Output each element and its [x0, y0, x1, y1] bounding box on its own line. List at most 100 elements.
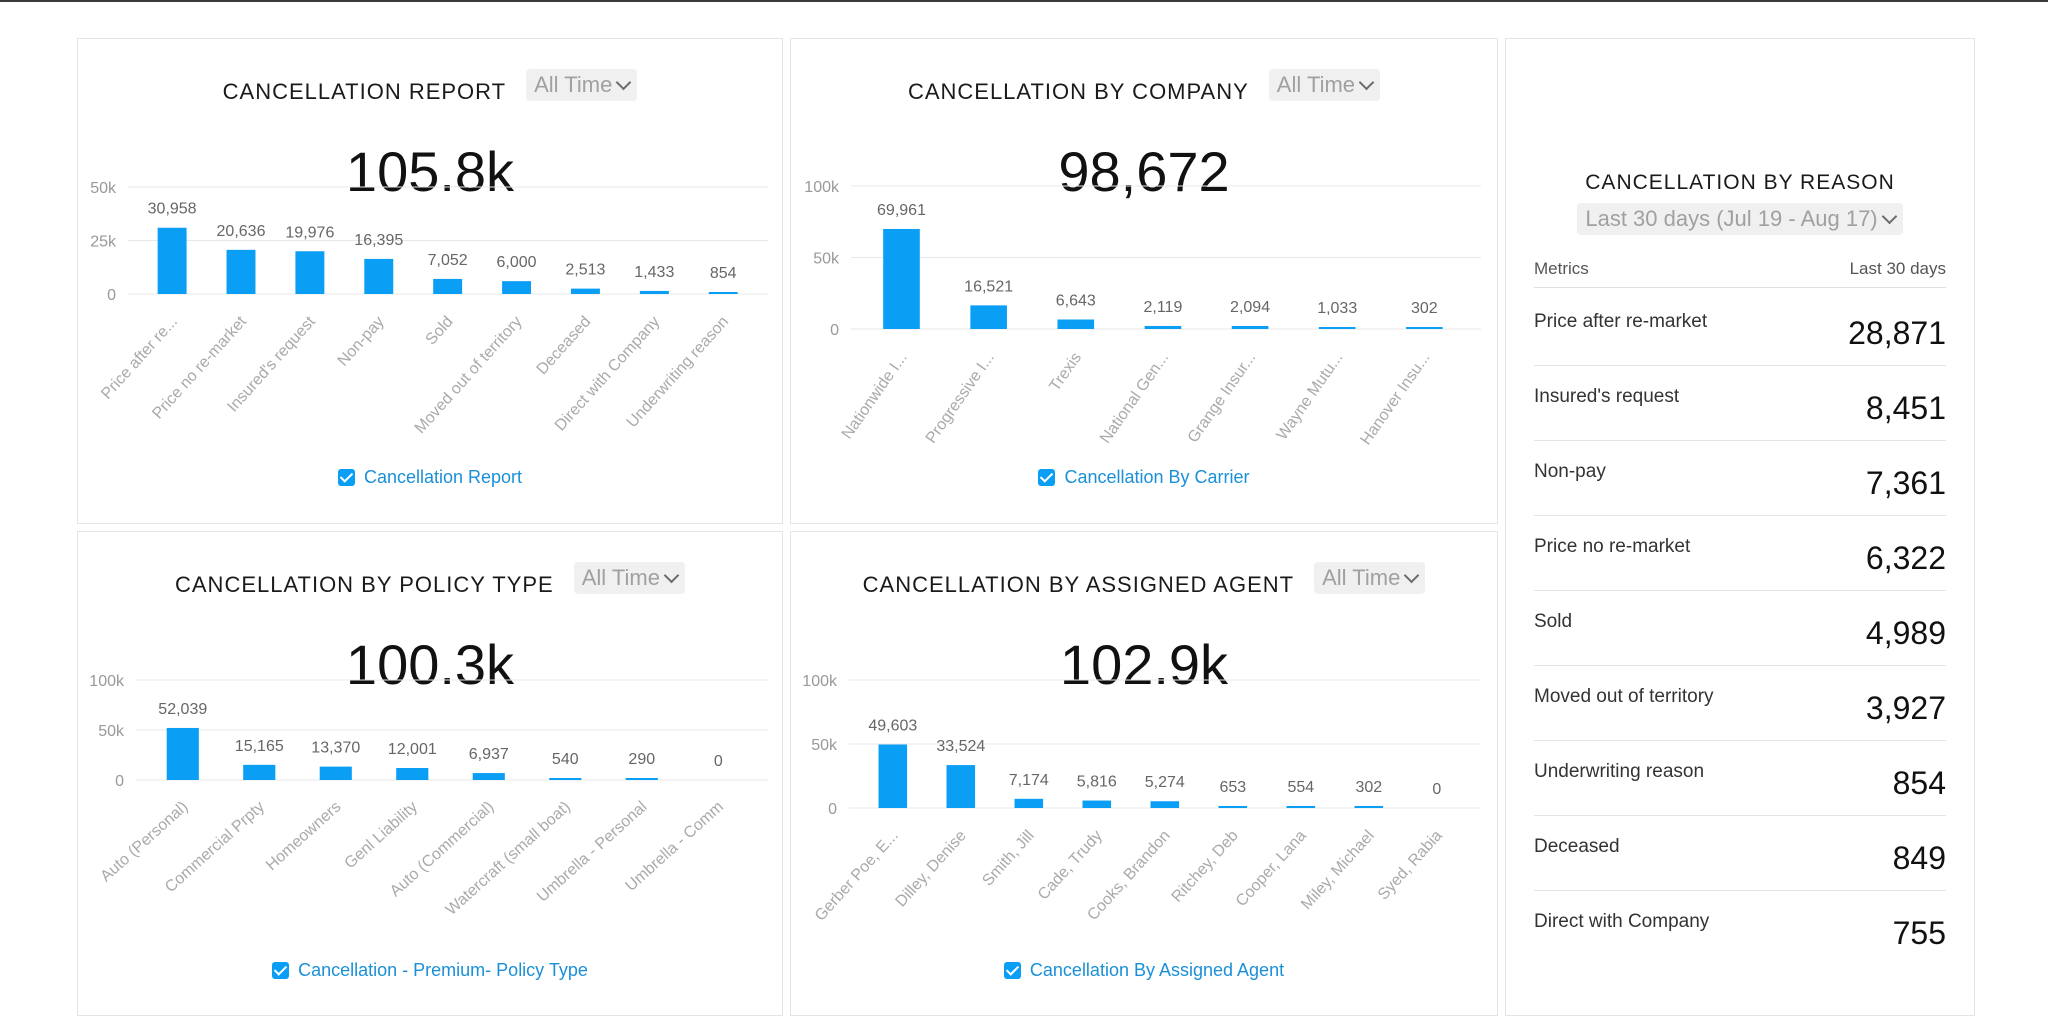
column-header-period: Last 30 days [1849, 259, 1946, 278]
dropdown-label: Last 30 days (Jul 19 - Aug 17) [1585, 206, 1878, 231]
bar [878, 744, 908, 808]
table-header: Metrics Last 30 days [1534, 259, 1946, 288]
y-tick-label: 0 [107, 287, 116, 304]
time-range-dropdown[interactable]: All Time [526, 69, 638, 101]
bar [883, 228, 920, 329]
data-label: 6,000 [497, 254, 537, 271]
data-label: 69,961 [877, 202, 926, 219]
data-label: 540 [552, 751, 579, 768]
x-tick-label: Watercraft (small boat) [443, 798, 574, 919]
metric-value: 3,927 [1865, 690, 1946, 726]
kpi-total: 102.9k [1059, 633, 1229, 696]
data-label: 554 [1287, 779, 1314, 796]
data-label: 2,094 [1230, 299, 1270, 316]
x-tick-label: Wayne Mutu... [1274, 350, 1347, 444]
bar [1057, 319, 1095, 329]
y-tick-label: 0 [828, 801, 837, 818]
table-row: Price after re-market 28,871 [1534, 291, 1946, 366]
dropdown-label: All Time [1276, 72, 1356, 97]
bar [549, 778, 582, 780]
data-label: 5,274 [1145, 774, 1185, 791]
bar [502, 281, 532, 294]
bar [970, 305, 1007, 329]
x-tick-label: Trexis [1046, 350, 1085, 395]
legend-checkbox[interactable] [337, 469, 355, 486]
y-tick-label: 100k [89, 673, 125, 690]
data-label: 2,119 [1143, 299, 1182, 316]
bar [472, 773, 505, 780]
data-label: 302 [1411, 300, 1438, 317]
bar [1318, 327, 1356, 329]
y-tick-label: 100k [804, 179, 840, 196]
y-tick-label: 50k [811, 737, 838, 754]
bar [1406, 327, 1443, 329]
chart-legend[interactable]: Cancellation By Assigned Agent [791, 960, 1497, 981]
bar [295, 251, 325, 294]
cancellation-report-panel: CANCELLATION REPORT All Time 105.8k 50k 2… [77, 38, 783, 524]
data-label: 33,524 [936, 738, 985, 755]
date-range-dropdown[interactable]: Last 30 days (Jul 19 - Aug 17) [1577, 203, 1903, 235]
data-label: 15,165 [235, 738, 284, 755]
data-label: 49,603 [868, 718, 917, 735]
cancellation-by-policy-type-panel: CANCELLATION BY POLICY TYPE All Time 100… [77, 531, 783, 1016]
dropdown-label: All Time [534, 72, 613, 97]
panel-header: CANCELLATION BY COMPANY All Time [791, 65, 1497, 105]
kpi-total: 105.8k [345, 140, 515, 203]
cancellation-by-company-panel: CANCELLATION BY COMPANY All Time 98,672 … [790, 38, 1498, 524]
data-label: 854 [710, 265, 737, 282]
metric-value: 6,322 [1865, 540, 1946, 576]
bar-chart: 100k 50k 0 69,961 Nationwide I... 16,521 Progr… [804, 179, 1481, 448]
x-tick-label: Cade, Trudy [1035, 827, 1106, 903]
legend-checkbox[interactable] [272, 962, 290, 979]
time-range-dropdown[interactable]: All Time [573, 562, 685, 594]
metric-label: Non-pay [1534, 461, 1606, 482]
data-label: 653 [1219, 779, 1246, 796]
legend-checkbox[interactable] [1003, 962, 1021, 979]
time-range-dropdown[interactable]: All Time [1268, 69, 1381, 101]
data-label: 16,395 [354, 232, 403, 249]
time-range-dropdown[interactable]: All Time [1314, 562, 1426, 594]
legend-label: Cancellation - Premium- Policy Type [298, 960, 588, 980]
bar [396, 767, 429, 780]
table-row: Deceased 849 [1534, 816, 1946, 891]
bar-chart: 100k 50k 0 49,603 Gerber Poe, E... 33,524 Dill… [802, 673, 1481, 925]
bar [1014, 798, 1044, 808]
metrics-table: Price after re-market 28,871 Insured's re… [1534, 291, 1946, 966]
dropdown-row: Last 30 days (Jul 19 - Aug 17) [1506, 203, 1974, 235]
data-label: 0 [714, 753, 723, 770]
legend-label: Cancellation By Carrier [1064, 467, 1250, 487]
table-row: Direct with Company 755 [1534, 891, 1946, 966]
bar [1286, 806, 1316, 808]
dropdown-label: All Time [1322, 565, 1401, 590]
chart-legend[interactable]: Cancellation Report [78, 467, 782, 488]
data-label: 13,370 [311, 740, 360, 757]
table-row: Moved out of territory 3,927 [1534, 666, 1946, 741]
chart-legend[interactable]: Cancellation - Premium- Policy Type [78, 960, 782, 981]
data-label: 1,033 [1317, 300, 1357, 317]
x-tick-label: Smith, Jill [979, 827, 1037, 889]
metric-label: Underwriting reason [1534, 761, 1705, 782]
data-label: 1,433 [634, 264, 674, 281]
panel-title: CANCELLATION BY REASON [1585, 171, 1895, 194]
bar [1231, 326, 1269, 329]
bar [1082, 800, 1112, 808]
x-tick-label: Homeowners [263, 798, 344, 874]
metric-label: Sold [1534, 611, 1573, 632]
legend-checkbox[interactable] [1038, 469, 1056, 486]
x-tick-label: Sold [423, 313, 457, 348]
metric-value: 7,361 [1865, 465, 1946, 501]
metric-value: 854 [1892, 765, 1946, 801]
y-tick-label: 25k [90, 234, 117, 251]
bar [319, 766, 352, 780]
data-label: 52,039 [158, 701, 207, 718]
metric-value: 28,871 [1848, 315, 1946, 351]
data-label: 2,513 [565, 262, 605, 279]
metric-label: Insured's request [1534, 386, 1680, 407]
chart-legend[interactable]: Cancellation By Carrier [791, 467, 1497, 488]
metric-label: Moved out of territory [1534, 686, 1714, 707]
data-label: 0 [1432, 781, 1441, 798]
column-header-metrics: Metrics [1534, 259, 1589, 278]
kpi-total: 98,672 [1058, 140, 1230, 203]
bar [1150, 801, 1180, 808]
x-tick-label: Deceased [534, 313, 595, 378]
